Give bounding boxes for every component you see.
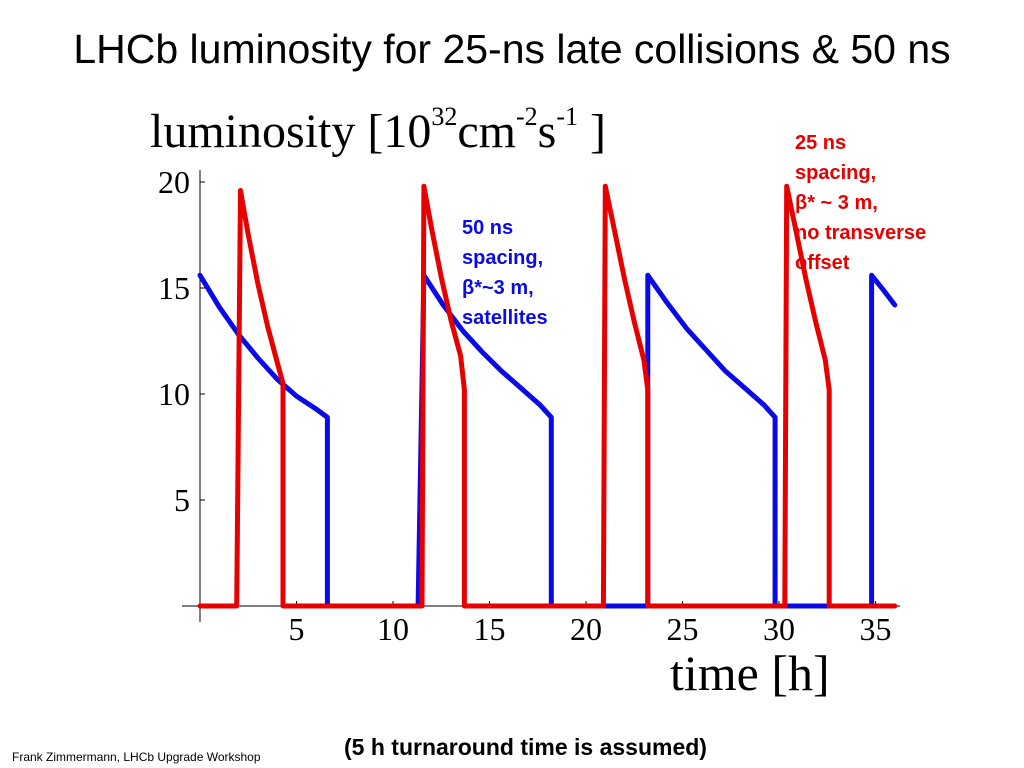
x-tick-label: 30 bbox=[763, 611, 795, 647]
y-tick-label: 5 bbox=[174, 482, 190, 518]
annotation-line: spacing, bbox=[462, 247, 544, 269]
series-line-25ns bbox=[197, 183, 898, 609]
annotation-line: offset bbox=[795, 252, 850, 274]
x-tick-label: 15 bbox=[474, 611, 506, 647]
footer-author: Frank Zimmermann, LHCb Upgrade Workshop bbox=[12, 750, 261, 764]
annotation-line: β* ~ 3 m, bbox=[795, 192, 878, 214]
y-axis-label: luminosity [1032cm-2s-1 ] bbox=[150, 102, 606, 158]
annotation-line: satellites bbox=[462, 307, 548, 329]
annotation-line: 25 ns bbox=[795, 132, 847, 154]
annotation-line: 50 ns bbox=[462, 217, 514, 239]
y-tick-label: 20 bbox=[158, 164, 190, 200]
annotation-line: spacing, bbox=[795, 162, 877, 184]
footer-note: (5 h turnaround time is assumed) bbox=[344, 734, 707, 760]
chart-series bbox=[197, 183, 898, 609]
annotation-line: no transverse bbox=[795, 222, 927, 244]
x-axis-label: time [h] bbox=[670, 645, 830, 701]
slide-title: LHCb luminosity for 25-ns late collision… bbox=[73, 26, 951, 72]
x-tick-label: 10 bbox=[377, 611, 409, 647]
x-tick-label: 5 bbox=[289, 611, 305, 647]
x-tick-label: 35 bbox=[860, 611, 892, 647]
y-tick-label: 10 bbox=[158, 376, 190, 412]
annotation-line: β*~3 m, bbox=[462, 277, 534, 299]
series-line-50ns bbox=[197, 272, 898, 609]
chart-axes: 5 10 15 20 25 30 35 5 10 15 20 bbox=[158, 164, 900, 647]
annotation-50ns: 50 ns spacing, β*~3 m, satellites bbox=[462, 213, 548, 333]
y-tick-label: 15 bbox=[158, 270, 190, 306]
x-tick-label: 20 bbox=[570, 611, 602, 647]
x-tick-label: 25 bbox=[667, 611, 699, 647]
annotation-25ns: 25 ns spacing, β* ~ 3 m, no transverse o… bbox=[795, 128, 926, 278]
